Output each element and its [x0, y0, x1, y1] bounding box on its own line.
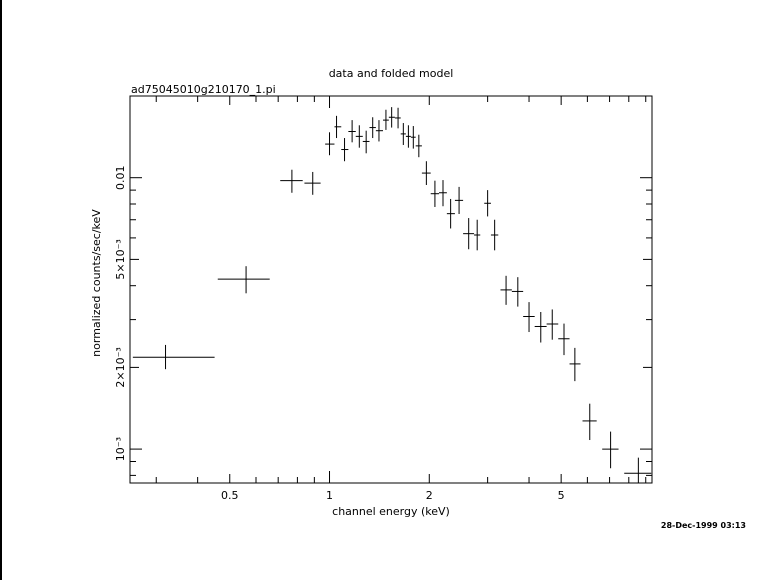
data-point [454, 186, 464, 214]
x-tick-label: 1 [326, 489, 333, 502]
data-point [394, 107, 401, 129]
y-tick-label: 2×10⁻³ [114, 347, 127, 387]
x-tick-label: 5 [558, 489, 565, 502]
data-point [558, 323, 570, 356]
data-point [334, 115, 342, 139]
data-point [490, 219, 499, 251]
data-point [421, 161, 431, 185]
plot-frame [129, 95, 653, 484]
data-point [439, 180, 447, 207]
x-axis-ticks [155, 96, 647, 483]
data-point [500, 275, 512, 305]
data-point [446, 198, 455, 229]
data-point [534, 311, 547, 343]
x-axis-tick-labels: 0.5 1 2 5 [221, 489, 565, 502]
x-axis-label: channel energy (keV) [332, 505, 450, 518]
y-axis-tick-labels: 10⁻³ 2×10⁻³ 5×10⁻³ 0.01 [114, 165, 127, 461]
data-point [348, 120, 356, 143]
chart-subtitle: ad75045010g210170_1.pi [131, 83, 276, 96]
x-tick-label: 2 [426, 489, 433, 502]
data-point [624, 457, 652, 483]
data-point [325, 132, 335, 156]
data-point [304, 171, 321, 195]
data-point [582, 403, 597, 441]
data-point [369, 117, 376, 139]
data-point [569, 347, 581, 382]
data-point [132, 344, 215, 370]
x-tick-label: 0.5 [221, 489, 239, 502]
y-tick-label: 10⁻³ [114, 437, 127, 461]
data-point [341, 138, 349, 162]
data-point [405, 125, 411, 148]
data-point [410, 126, 416, 149]
data-point [388, 107, 395, 128]
data-point [280, 169, 303, 193]
data-point [217, 266, 270, 294]
data-point [484, 190, 491, 217]
left-edge-rule [0, 0, 2, 580]
data-point [463, 218, 475, 250]
data-point [602, 431, 619, 469]
y-tick-label: 0.01 [114, 165, 127, 190]
data-point [474, 219, 481, 251]
data-point [355, 125, 363, 148]
chart-title: data and folded model [329, 67, 454, 80]
data-points [132, 107, 652, 483]
data-point [375, 120, 383, 142]
data-point [511, 277, 524, 307]
data-point [430, 180, 440, 207]
data-point [415, 134, 422, 158]
data-point [400, 123, 406, 145]
y-axis-label: normalized counts/sec/keV [90, 209, 103, 357]
y-tick-label: 5×10⁻³ [114, 239, 127, 279]
data-point [523, 302, 535, 333]
data-point [362, 130, 370, 154]
data-point [546, 309, 559, 340]
data-point [382, 109, 389, 130]
timestamp: 28-Dec-1999 03:13 [661, 521, 746, 530]
y-axis-ticks [130, 95, 652, 476]
